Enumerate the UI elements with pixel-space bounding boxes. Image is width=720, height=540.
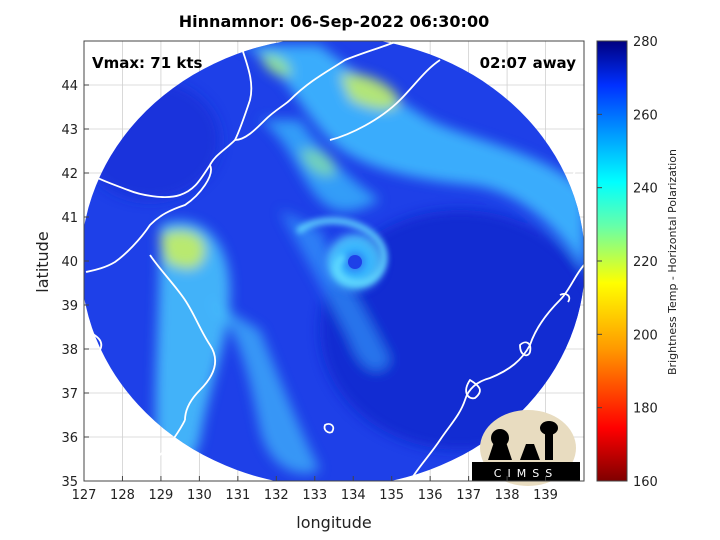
y-tick-label: 42 bbox=[61, 167, 78, 182]
y-tick-label: 39 bbox=[61, 299, 78, 314]
away-label: 02:07 away bbox=[480, 54, 577, 72]
y-tick-label: 35 bbox=[61, 475, 78, 490]
colorbar-ticks: 160 180 200 220 240 260 280 bbox=[597, 35, 658, 490]
y-axis-ticks: 35 36 37 38 39 40 41 42 43 44 bbox=[61, 79, 89, 490]
vmax-label: Vmax: 71 kts bbox=[92, 54, 202, 72]
x-tick-label: 129 bbox=[149, 488, 174, 503]
x-tick-label: 128 bbox=[110, 488, 135, 503]
colorbar-tick-label: 220 bbox=[633, 255, 658, 270]
y-tick-label: 44 bbox=[61, 79, 78, 94]
coastlines bbox=[85, 41, 584, 481]
y-tick-label: 38 bbox=[61, 343, 78, 358]
x-tick-label: 132 bbox=[264, 488, 289, 503]
y-tick-label: 43 bbox=[61, 123, 78, 138]
page-title: Hinnamnor: 06-Sep-2022 06:30:00 bbox=[178, 12, 490, 31]
cimss-logo-text: CIMSS bbox=[494, 467, 558, 480]
x-tick-label: 137 bbox=[456, 488, 481, 503]
x-tick-label: 138 bbox=[495, 488, 520, 503]
satellite-swath bbox=[84, 41, 584, 481]
x-tick-label: 136 bbox=[418, 488, 443, 503]
x-axis-ticks: 127 128 129 130 131 132 133 134 135 136 137 138 139 bbox=[72, 476, 558, 503]
y-tick-label: 40 bbox=[61, 255, 78, 270]
y-tick-label: 37 bbox=[61, 387, 78, 402]
y-axis-label: latitude bbox=[33, 231, 52, 292]
storm-eye bbox=[296, 217, 390, 297]
x-tick-label: 133 bbox=[302, 488, 327, 503]
colorbar-tick-label: 240 bbox=[633, 182, 658, 197]
colorbar-tick-label: 260 bbox=[633, 108, 658, 123]
x-tick-label: 135 bbox=[379, 488, 404, 503]
colorbar-tick-label: 200 bbox=[633, 328, 658, 343]
y-tick-label: 41 bbox=[61, 211, 78, 226]
x-axis-label: longitude bbox=[296, 513, 371, 532]
x-tick-label: 127 bbox=[72, 488, 97, 503]
x-tick-label: 134 bbox=[341, 488, 366, 503]
x-tick-label: 139 bbox=[533, 488, 558, 503]
colorbar-tick-label: 160 bbox=[633, 475, 658, 490]
colorbar: 160 180 200 220 240 260 280 Brightness Temp - … bbox=[596, 35, 679, 490]
colorbar-tick-label: 180 bbox=[633, 402, 658, 417]
cimss-logo: CIMSS bbox=[472, 410, 580, 486]
y-tick-label: 36 bbox=[61, 431, 78, 446]
colorbar-label: Brightness Temp - Horizontal Polarizatio… bbox=[666, 149, 679, 375]
colorbar-tick-label: 280 bbox=[633, 35, 658, 50]
x-tick-label: 131 bbox=[225, 488, 250, 503]
x-tick-label: 130 bbox=[187, 488, 212, 503]
